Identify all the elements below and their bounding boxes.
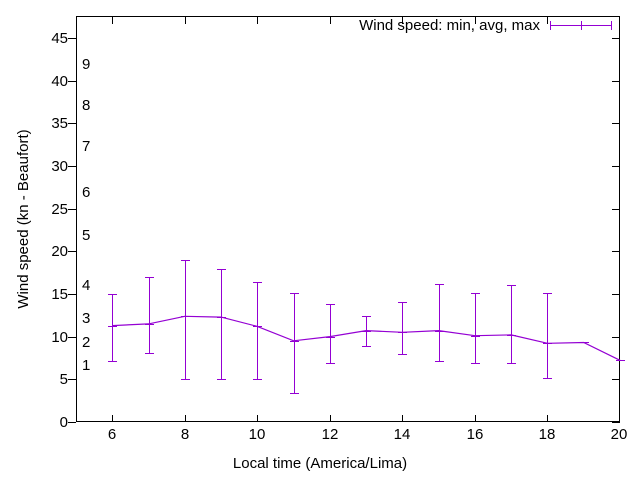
x-tick-18 [547,415,548,422]
y-tick-label-25: 25 [51,201,68,218]
y-tick-right-15 [612,294,620,295]
y-tick-right-20 [612,251,620,252]
y-tick-30 [68,166,76,167]
x-tick-top-6 [112,17,113,24]
y-tick-label-30: 30 [51,158,68,175]
beaufort-label-5: 5 [82,227,91,244]
x-tick-10 [257,415,258,422]
y-tick-right-5 [612,379,620,380]
x-tick-top-10 [257,17,258,24]
x-tick-top-12 [330,17,331,24]
x-tick-label-10: 10 [248,426,266,443]
y-tick-right-40 [612,81,620,82]
y-tick-right-25 [612,209,620,210]
y-tick-35 [68,123,76,124]
y-tick-right-10 [612,337,620,338]
x-tick-12 [330,415,331,422]
y-tick-label-20: 20 [51,243,68,260]
y-tick-label-40: 40 [51,73,68,90]
beaufort-label-9: 9 [82,56,91,73]
legend-sample-cap-right [611,21,612,30]
y-tick-10 [68,337,76,338]
x-tick-top-8 [185,17,186,24]
x-tick-label-8: 8 [180,426,190,443]
plot-area [76,16,620,422]
beaufort-label-6: 6 [82,184,91,201]
x-tick-label-14: 14 [393,426,411,443]
x-tick-top-14 [402,17,403,24]
x-tick-6 [112,415,113,422]
y-axis-title: Wind speed (kn - Beaufort) [15,129,32,309]
x-tick-label-18: 18 [538,426,556,443]
beaufort-label-8: 8 [82,97,91,114]
y-tick-right-35 [612,123,620,124]
x-tick-label-16: 16 [466,426,484,443]
y-tick-label-15: 15 [51,286,68,303]
x-tick-20 [619,415,620,422]
beaufort-label-4: 4 [82,277,91,294]
y-tick-label-0: 0 [59,414,68,431]
legend-sample-cap-left [550,21,551,30]
x-tick-16 [475,415,476,422]
x-tick-top-18 [547,17,548,24]
x-tick-label-12: 12 [321,426,339,443]
y-tick-45 [68,38,76,39]
x-axis-title: Local time (America/Lima) [232,455,408,472]
y-tick-label-5: 5 [59,371,68,388]
y-tick-label-35: 35 [51,115,68,132]
x-tick-top-20 [619,17,620,24]
legend-errorbar-sample [550,19,612,33]
legend: Wind speed: min, avg, max [359,18,612,34]
x-tick-label-6: 6 [107,426,117,443]
y-tick-25 [68,209,76,210]
y-tick-right-0 [612,422,620,423]
beaufort-label-2: 2 [82,334,91,351]
y-tick-label-10: 10 [51,329,68,346]
x-tick-8 [185,415,186,422]
x-tick-14 [402,415,403,422]
x-tick-label-20: 20 [610,426,628,443]
y-tick-label-45: 45 [51,30,68,47]
y-tick-right-30 [612,166,620,167]
y-tick-20 [68,251,76,252]
y-tick-15 [68,294,76,295]
beaufort-label-7: 7 [82,138,91,155]
legend-sample-cap-mid [581,21,582,30]
beaufort-label-3: 3 [82,310,91,327]
y-tick-5 [68,379,76,380]
x-tick-top-16 [475,17,476,24]
y-tick-right-45 [612,38,620,39]
beaufort-label-1: 1 [82,357,91,374]
y-tick-40 [68,81,76,82]
legend-label: Wind speed: min, avg, max [359,17,540,34]
y-tick-0 [68,422,76,423]
